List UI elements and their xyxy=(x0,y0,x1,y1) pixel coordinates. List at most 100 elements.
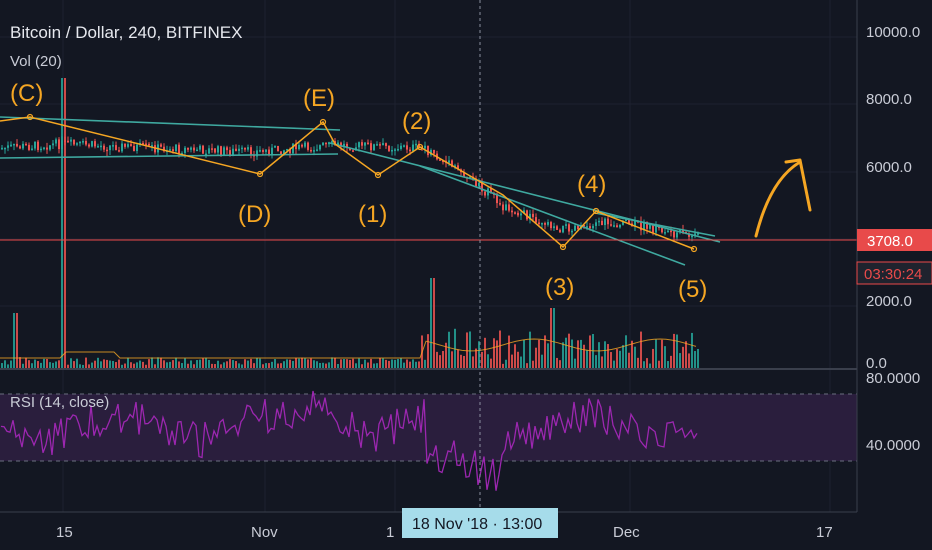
volume-bar xyxy=(376,363,378,368)
rsi-tick-80: 80.0000 xyxy=(866,370,920,387)
volume-bar xyxy=(322,362,324,368)
wave-label-4: (4) xyxy=(577,171,606,198)
candle-body xyxy=(229,150,231,156)
candle-body xyxy=(475,178,477,187)
volume-bar xyxy=(586,350,588,368)
volume-bar xyxy=(574,358,576,368)
candle-body xyxy=(364,142,366,146)
rsi-axis-ticks: 80.0000 40.0000 xyxy=(866,370,920,454)
candle-body xyxy=(322,142,324,146)
candle-body xyxy=(376,144,378,146)
candle-body xyxy=(394,149,396,151)
candle-body xyxy=(388,145,390,152)
candle-body xyxy=(271,147,273,156)
price-tick-0: 0.0 xyxy=(866,355,887,372)
candle-body xyxy=(439,159,441,161)
candle-body xyxy=(367,142,369,145)
candle-body xyxy=(43,147,45,150)
volume-bar xyxy=(67,364,69,368)
trendline-wedge-upper xyxy=(594,212,716,237)
volume-bar xyxy=(688,353,690,368)
volume-bar xyxy=(499,330,501,368)
price-tick-8000: 8000.0 xyxy=(866,91,912,108)
candle-body xyxy=(586,226,588,228)
candle-body xyxy=(142,142,144,145)
volume-bar xyxy=(259,358,261,368)
volume-bar xyxy=(664,346,666,368)
candle-body xyxy=(673,231,675,238)
volume-bar xyxy=(589,335,591,368)
wave-point-e xyxy=(319,118,327,126)
volume-bar xyxy=(340,359,342,368)
volume-bar xyxy=(307,359,309,368)
candle-body xyxy=(238,148,240,151)
volume-bar xyxy=(289,359,291,368)
volume-bar xyxy=(619,350,621,368)
candle-body xyxy=(649,224,651,229)
volume-bar xyxy=(256,358,258,368)
volume-bar xyxy=(247,360,249,368)
wave-label-d: (D) xyxy=(238,201,271,228)
volume-bar xyxy=(73,361,75,368)
wave-point-3 xyxy=(559,243,567,251)
price-candles xyxy=(1,136,699,243)
volume-bar xyxy=(214,364,216,368)
volume-bar xyxy=(202,358,204,368)
candle-body xyxy=(277,145,279,152)
wave-point-d xyxy=(256,170,264,178)
candle-body xyxy=(583,224,585,227)
volume-bar xyxy=(595,355,597,368)
volume-bar xyxy=(484,337,486,368)
candle-body xyxy=(553,226,555,229)
volume-bar xyxy=(598,342,600,368)
volume-bar xyxy=(271,361,273,368)
candle-body xyxy=(352,150,354,152)
candle-body xyxy=(208,148,210,154)
volume-bar xyxy=(364,359,366,368)
crosshair-time-label: 18 Nov '18 · 13:00 xyxy=(412,516,542,533)
volume-bar xyxy=(25,357,27,368)
volume-bar xyxy=(604,341,606,368)
wave-labels: (C) (D) (E) (1) (2) (3) (4) (5) xyxy=(10,80,707,303)
candle-body xyxy=(151,145,153,147)
candle-body xyxy=(130,144,132,146)
candle-body xyxy=(34,141,36,149)
candle-body xyxy=(592,225,594,229)
candle-body xyxy=(115,145,117,151)
volume-bar xyxy=(40,362,42,368)
candle-body xyxy=(511,210,513,213)
volume-bar xyxy=(190,360,192,368)
price-tick-2000: 2000.0 xyxy=(866,293,912,310)
candle-body xyxy=(418,143,420,148)
candle-body xyxy=(259,150,261,152)
candle-body xyxy=(505,204,507,211)
volume-bar xyxy=(385,359,387,368)
volume-bar xyxy=(280,363,282,368)
candle-body xyxy=(478,182,480,187)
volume-bar xyxy=(601,356,603,368)
price-pane[interactable] xyxy=(0,0,857,368)
candle-body xyxy=(688,233,690,237)
candle-body xyxy=(343,143,345,147)
wave-point-c xyxy=(26,113,34,121)
volume-bar xyxy=(130,362,132,368)
volume-ma-series xyxy=(0,338,697,359)
volume-bar xyxy=(121,364,123,368)
candle-body xyxy=(565,224,567,226)
volume-bar xyxy=(355,363,357,368)
volume-bar xyxy=(538,339,540,368)
candle-body xyxy=(409,149,411,152)
candle-body xyxy=(598,220,600,223)
volume-bar xyxy=(94,360,96,368)
volume-bar xyxy=(409,361,411,368)
candle-body xyxy=(274,145,276,148)
candle-body xyxy=(190,147,192,150)
candle-body xyxy=(85,141,87,145)
time-tick-1: 1 xyxy=(386,524,394,541)
candle-body xyxy=(265,149,267,152)
wave-point-2 xyxy=(416,143,424,151)
candle-body xyxy=(298,144,300,150)
volume-label: Vol (20) xyxy=(10,53,62,70)
volume-bar xyxy=(1,363,3,368)
